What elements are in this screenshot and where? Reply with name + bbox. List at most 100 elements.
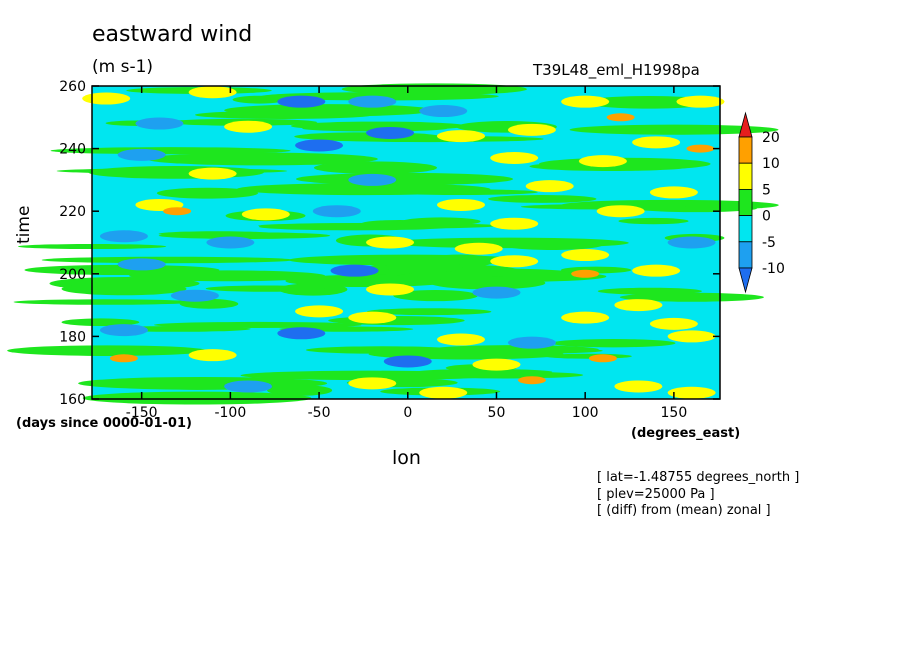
field-streak <box>82 391 312 405</box>
field-streak <box>61 318 140 327</box>
field-patch-yellow <box>188 349 237 362</box>
plot-frame <box>91 85 721 400</box>
field-patch-orange <box>163 207 192 216</box>
colorbar-label: 20 <box>762 130 780 146</box>
colorbar-label: 5 <box>762 182 771 198</box>
field-patch-yellow <box>472 358 521 371</box>
x-tick-label: -100 <box>214 405 246 421</box>
field-patch-yellow <box>436 198 485 211</box>
field-patch-orange <box>686 144 715 153</box>
field-streak <box>393 289 478 302</box>
field-patch-yellow <box>614 299 663 312</box>
wind-field <box>7 83 779 405</box>
y-tick-label: 220 <box>59 204 86 220</box>
colorbar-box <box>738 215 753 243</box>
y-axis-units: (days since 0000-01-01) <box>16 416 192 431</box>
note-pressure-level: [ plev=25000 Pa ] <box>597 487 715 502</box>
field-streak <box>341 83 527 95</box>
field-patch-yellow <box>632 264 681 277</box>
field-patch-yellow <box>490 151 539 164</box>
field-patch-yellow <box>82 92 131 105</box>
field-streak <box>288 254 526 266</box>
field-patch-yellow <box>578 155 627 168</box>
x-tick-label: 50 <box>488 405 506 421</box>
field-patch-yellow <box>348 311 397 324</box>
field-patch-yellow <box>419 386 468 399</box>
field-patch-yellow <box>366 283 415 296</box>
field-patch-yellow <box>348 377 397 390</box>
y-tick-label: 160 <box>59 392 86 408</box>
field-patch-blue <box>507 336 556 349</box>
field-streak <box>240 370 497 381</box>
field-patch-yellow <box>454 242 503 255</box>
field-patch-blue <box>117 258 166 271</box>
field-streak <box>430 276 546 290</box>
field-streak <box>50 147 291 155</box>
axis-ticks: -150 -100 -50 0 50 100 150 160 180 200 220 240 260 <box>59 79 720 421</box>
field-patch-yellow <box>436 130 485 143</box>
field-streak <box>13 299 195 305</box>
field-patch-yellow <box>188 167 237 180</box>
field-patch-yellow <box>224 120 273 133</box>
y-tick-label: 180 <box>59 329 86 345</box>
note-latitude: [ lat=-1.48755 degrees_north ] <box>597 470 800 485</box>
field-patch-yellow <box>507 123 556 136</box>
field-patch-orange <box>517 376 546 385</box>
field-patch-blue <box>472 286 521 299</box>
field-streak <box>145 152 378 166</box>
field-patch-yellow <box>561 249 610 262</box>
field-patch-blue <box>667 236 716 249</box>
field-streak <box>520 204 687 210</box>
field-streak <box>158 232 331 240</box>
field-patch-darkblue <box>295 139 344 152</box>
field-streak <box>551 338 676 348</box>
x-tick-label: 100 <box>572 405 599 421</box>
field-streak <box>7 345 208 356</box>
field-streak <box>313 161 438 174</box>
chart-units: (m s-1) <box>92 57 154 77</box>
field-streak <box>295 172 514 186</box>
field-patch-yellow <box>667 386 716 399</box>
x-tick-label: -50 <box>308 405 331 421</box>
field-streak <box>129 270 326 282</box>
field-patch-yellow <box>676 95 725 108</box>
field-patch-blue <box>117 148 166 161</box>
field-patch-blue <box>224 380 273 393</box>
field-streak <box>156 187 259 199</box>
field-streak <box>88 166 264 179</box>
colorbar-label: 0 <box>762 209 771 225</box>
field-streak <box>267 384 333 396</box>
colorbar: 20 10 5 0 -5 -10 <box>738 111 785 294</box>
field-patch-blue <box>348 95 397 108</box>
field-patch-blue <box>419 105 468 118</box>
y-tick-label: 260 <box>59 79 86 95</box>
field-patch-blue <box>206 236 255 249</box>
field-streak <box>205 285 326 292</box>
field-patch-blue <box>99 324 148 337</box>
field-patch-yellow <box>295 305 344 318</box>
field-patch-blue <box>170 289 219 302</box>
field-patch-blue <box>312 205 361 218</box>
field-streak <box>41 256 295 264</box>
colorbar-box <box>738 136 753 164</box>
x-axis-label: lon <box>392 447 421 469</box>
field-patch-blue <box>99 230 148 243</box>
colorbar-label: 10 <box>762 156 780 172</box>
field-patch-darkblue <box>277 327 326 340</box>
field-patch-blue <box>348 173 397 186</box>
dataset-label: T39L48_eml_H1998pa <box>533 61 700 79</box>
field-streak <box>618 217 689 225</box>
field-streak <box>569 124 779 135</box>
field-streak <box>224 104 435 117</box>
field-patch-orange <box>109 354 138 363</box>
field-patch-orange <box>571 269 600 278</box>
y-tick-label: 200 <box>59 267 86 283</box>
field-patch-orange <box>588 354 617 363</box>
x-tick-label: 150 <box>661 405 688 421</box>
field-patch-darkblue <box>366 126 415 139</box>
x-tick-label: -150 <box>126 405 158 421</box>
field-patch-yellow <box>561 95 610 108</box>
field-patch-yellow <box>561 311 610 324</box>
field-patch-yellow <box>525 180 574 193</box>
